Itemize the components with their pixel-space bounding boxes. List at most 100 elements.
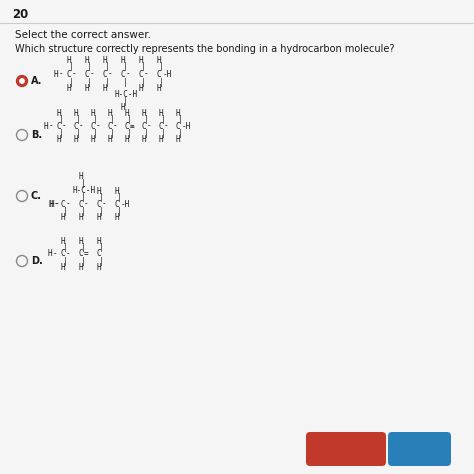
Text: -: -	[164, 121, 169, 130]
Text: H: H	[57, 109, 62, 118]
Text: -: -	[66, 249, 71, 258]
Text: |: |	[99, 192, 104, 201]
Text: B.: B.	[31, 130, 42, 140]
Text: H: H	[48, 249, 53, 258]
Text: |: |	[161, 115, 165, 124]
Circle shape	[20, 79, 24, 83]
Text: -: -	[96, 121, 100, 130]
Text: |: |	[69, 78, 73, 86]
Text: H: H	[176, 135, 181, 144]
Text: -: -	[72, 70, 77, 79]
Text: |: |	[81, 192, 86, 201]
Text: |: |	[59, 128, 64, 137]
Text: C: C	[74, 121, 79, 130]
Text: H: H	[159, 135, 164, 144]
Text: |: |	[93, 128, 98, 137]
Text: |: |	[76, 115, 81, 124]
Text: -: -	[53, 249, 58, 258]
Text: -: -	[90, 70, 95, 79]
Text: Ne: Ne	[411, 444, 427, 454]
Text: A.: A.	[31, 76, 42, 86]
Text: H: H	[91, 135, 96, 144]
Text: |: |	[127, 128, 132, 137]
Text: H: H	[79, 263, 83, 272]
Text: H: H	[85, 83, 90, 92]
Text: C: C	[121, 70, 126, 79]
Text: |: |	[105, 78, 109, 86]
FancyBboxPatch shape	[388, 432, 451, 466]
Text: H: H	[125, 135, 129, 144]
Text: |: |	[159, 62, 164, 71]
Text: C: C	[176, 121, 181, 130]
Text: H: H	[176, 109, 181, 118]
Text: |: |	[69, 62, 73, 71]
Text: H: H	[74, 135, 79, 144]
Text: |: |	[110, 115, 115, 124]
Text: H: H	[97, 237, 101, 246]
Text: -: -	[126, 70, 131, 79]
Text: |: |	[117, 207, 122, 216]
Text: C: C	[125, 121, 129, 130]
Text: 20: 20	[12, 8, 28, 20]
Text: H: H	[61, 263, 65, 272]
Text: -H: -H	[163, 70, 172, 79]
Text: -H: -H	[121, 200, 130, 209]
Text: C: C	[61, 200, 65, 209]
Text: H: H	[103, 55, 108, 64]
Text: H: H	[121, 102, 126, 111]
Text: H: H	[97, 186, 101, 195]
Text: ≡: ≡	[130, 121, 135, 130]
Text: |: |	[81, 243, 86, 252]
Text: H-C-H: H-C-H	[115, 90, 138, 99]
Text: C: C	[61, 249, 65, 258]
Text: |: |	[159, 78, 164, 86]
Text: |: |	[123, 97, 128, 106]
Text: -: -	[144, 70, 149, 79]
Text: |: |	[76, 128, 81, 137]
Text: C: C	[157, 70, 162, 79]
Text: C.: C.	[31, 191, 42, 201]
Text: C: C	[142, 121, 146, 130]
Text: H: H	[54, 70, 59, 79]
Text: |: |	[59, 115, 64, 124]
Text: H: H	[79, 212, 83, 221]
Text: H: H	[108, 135, 113, 144]
Text: =: =	[84, 249, 89, 258]
Text: H: H	[67, 83, 72, 92]
Text: H: H	[115, 186, 119, 195]
Text: H: H	[159, 109, 164, 118]
Text: C: C	[159, 121, 164, 130]
Text: -: -	[54, 200, 59, 209]
Text: C: C	[103, 70, 108, 79]
Text: C: C	[67, 70, 72, 79]
Text: H: H	[67, 55, 72, 64]
Text: H: H	[61, 237, 65, 246]
Text: -: -	[147, 121, 152, 130]
Text: H: H	[74, 109, 79, 118]
Text: C: C	[97, 200, 101, 209]
Text: H: H	[79, 237, 83, 246]
Text: |: |	[127, 115, 132, 124]
Text: -: -	[55, 200, 60, 209]
FancyBboxPatch shape	[306, 432, 386, 466]
Text: Select the correct answer.: Select the correct answer.	[15, 30, 151, 40]
Text: H: H	[44, 121, 49, 130]
Text: C: C	[79, 249, 83, 258]
Text: H: H	[108, 109, 113, 118]
Text: H: H	[139, 83, 144, 92]
Text: C: C	[139, 70, 144, 79]
Text: |: |	[63, 207, 68, 216]
Text: -: -	[59, 70, 64, 79]
Text: -: -	[84, 200, 89, 209]
Text: |: |	[178, 115, 182, 124]
Text: -H: -H	[182, 121, 191, 130]
Text: H: H	[115, 212, 119, 221]
Text: |: |	[81, 179, 86, 188]
Text: |: |	[123, 78, 128, 86]
Text: C: C	[85, 70, 90, 79]
Text: H: H	[91, 109, 96, 118]
Text: H: H	[142, 109, 146, 118]
Text: H: H	[97, 263, 101, 272]
Text: |: |	[144, 128, 149, 137]
Text: -: -	[113, 121, 118, 130]
